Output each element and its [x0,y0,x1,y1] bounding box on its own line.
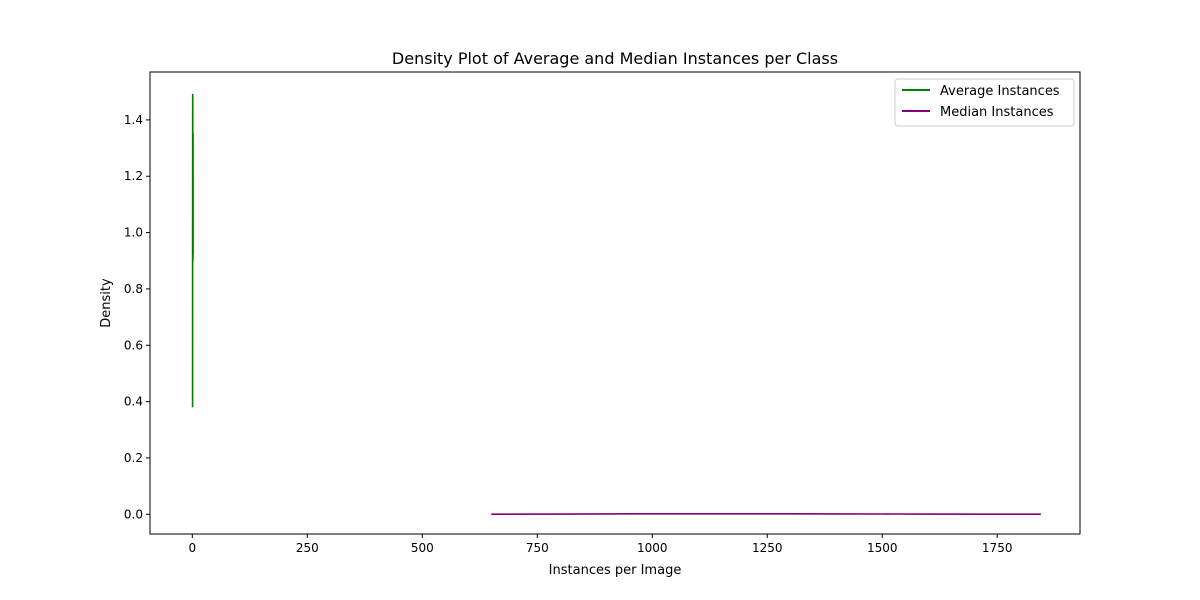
plot-area [150,72,1080,534]
chart-title: Density Plot of Average and Median Insta… [392,49,838,68]
x-tick-label: 250 [296,541,319,555]
y-tick-label: 1.4 [124,113,143,127]
x-tick-label: 1250 [752,541,783,555]
x-tick-label: 750 [526,541,549,555]
y-tick-label: 0.4 [124,395,143,409]
legend-box [894,78,1075,127]
series-layer [191,93,1041,516]
x-tick-label: 1500 [867,541,898,555]
x-tick-label: 0 [188,541,196,555]
plot-frame [149,71,1081,535]
y-tick-label: 0.8 [124,282,143,296]
y-tick-label: 0.6 [124,338,143,352]
y-axis-label: Density [99,278,114,328]
y-tick-label: 1.0 [124,226,143,240]
x-axis: 0 250 500 750 1000 1250 1500 1750 [188,534,1012,555]
x-tick-label: 1000 [637,541,668,555]
x-axis-label: Instances per Image [549,563,682,578]
y-axis: 0.0 0.2 0.4 0.6 0.8 1.0 1.2 1.4 [124,113,150,521]
legend-label-median: Median Instances [940,105,1054,120]
y-tick-label: 0.2 [124,451,143,465]
series-line-average [191,93,194,408]
y-tick-label: 1.2 [124,169,143,183]
x-tick-label: 1750 [982,541,1013,555]
x-tick-label: 500 [411,541,434,555]
y-tick-label: 0.0 [124,507,143,521]
legend-label-average: Average Instances [940,84,1060,99]
legend: Average Instances Median Instances [894,78,1075,127]
